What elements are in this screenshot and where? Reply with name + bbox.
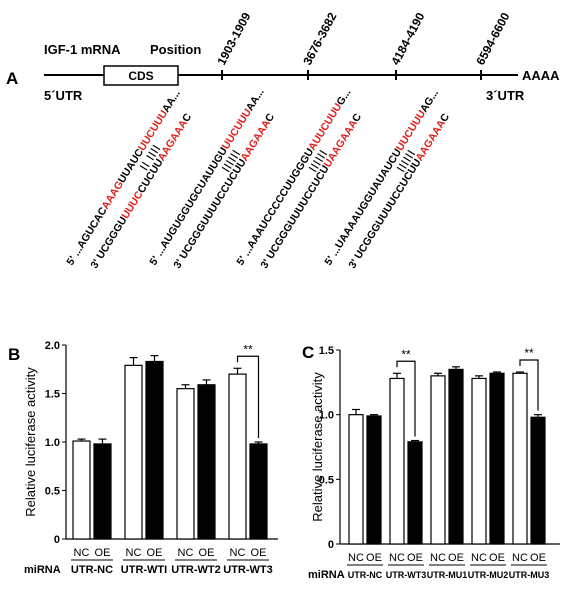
binding-pair-4: 5' ...UAAAAUGGUAUAUCUUUCUUUAG...3' UCGGG… bbox=[322, 87, 452, 271]
mirna-sequence: 3' UCGGGUUUUCCUCUUAAGAAAC bbox=[258, 111, 364, 271]
group-label: UTR-NC bbox=[71, 564, 113, 576]
group-label: UTR-NC bbox=[348, 570, 383, 580]
y-tick-label: 1.0 bbox=[45, 437, 60, 449]
sublabel: NC bbox=[178, 547, 194, 559]
bar-oe bbox=[145, 360, 164, 540]
mirna-sequence: 3' UCGGGUUUUCCUCUUAAGAAAC bbox=[88, 111, 194, 271]
cds-box bbox=[103, 65, 179, 86]
bar-nc bbox=[389, 377, 405, 545]
significance-bracket bbox=[519, 359, 539, 411]
sublabel: NC bbox=[471, 552, 487, 564]
utr3-label: 3´UTR bbox=[486, 88, 525, 103]
mirna-sequence: 3' UCGGGUUUUCCUCUUAAGAAAC bbox=[346, 111, 452, 271]
y-tick-label: 0 bbox=[328, 539, 334, 551]
bar-oe bbox=[366, 415, 382, 545]
sublabel: OE bbox=[147, 547, 163, 559]
sublabel: NC bbox=[430, 552, 446, 564]
group-label: UTR-WT3 bbox=[386, 570, 427, 580]
sublabel: NC bbox=[512, 552, 528, 564]
y-tick-label: 1.5 bbox=[45, 389, 60, 401]
y-tick-label: 1.0 bbox=[319, 410, 334, 422]
panel-label: B bbox=[8, 345, 20, 364]
panel-b-chart: B 0 0.5 1.0 1.5 2.0 Relative luciferase activi… bbox=[8, 340, 278, 576]
sublabel: OE bbox=[199, 547, 215, 559]
bar-nc bbox=[176, 388, 195, 540]
bar-oe bbox=[197, 384, 216, 540]
binding-pairs: 5' ...AGUCACAAAGUUAUCUUCUUUAA...3' UCGGG… bbox=[64, 86, 452, 271]
site-label-2: 3676-3682 bbox=[300, 10, 339, 68]
cds-label: CDS bbox=[128, 69, 153, 83]
sublabel: NC bbox=[230, 547, 246, 559]
utr5-label: 5´UTR bbox=[44, 88, 83, 103]
group-label: UTR-WTI bbox=[121, 564, 167, 576]
group-label: UTR-MU2 bbox=[468, 570, 509, 580]
bar-nc bbox=[228, 373, 247, 540]
sequence-segment: AA... bbox=[160, 88, 183, 115]
mirna-row-label: miRNA bbox=[24, 564, 61, 576]
bar-oe bbox=[407, 441, 423, 545]
significance-label: ** bbox=[401, 347, 411, 361]
bar-nc bbox=[512, 372, 528, 545]
sublabel: OE bbox=[448, 552, 464, 564]
sublabel: NC bbox=[126, 547, 142, 559]
y-tick-label: 0.5 bbox=[45, 486, 60, 498]
sublabel: NC bbox=[389, 552, 405, 564]
site-label-1: 1903-1909 bbox=[214, 10, 253, 68]
sequence-segment: AG... bbox=[418, 87, 441, 114]
bar-nc bbox=[124, 364, 143, 540]
group-label: UTR-WT2 bbox=[171, 564, 221, 576]
group-label: UTR-MU3 bbox=[509, 570, 550, 580]
site-label-4: 6594-6600 bbox=[473, 10, 512, 68]
significance-label: ** bbox=[524, 346, 534, 360]
sublabel: OE bbox=[95, 547, 111, 559]
bar-nc bbox=[471, 377, 487, 545]
group-label: UTR-MU1 bbox=[427, 570, 468, 580]
y-tick-label: 1.5 bbox=[319, 345, 334, 357]
sequence-segment: AA... bbox=[244, 86, 267, 113]
mirna-sequence: 3' UCGGGUUUUCCUCUUAAGAAAC bbox=[171, 111, 277, 271]
significance-bracket bbox=[236, 355, 260, 438]
bar-oe bbox=[489, 372, 505, 545]
y-tick-label: 0.5 bbox=[319, 474, 334, 486]
y-axis-label: Relative luciferase activity bbox=[23, 367, 38, 517]
sublabel: NC bbox=[74, 547, 90, 559]
panel-a-label: A bbox=[6, 69, 18, 88]
bar-nc bbox=[72, 440, 91, 540]
bar-nc bbox=[430, 375, 446, 545]
mrna-label: IGF-1 mRNA bbox=[44, 42, 121, 57]
polya-label: AAAA bbox=[522, 68, 560, 83]
panel-label: C bbox=[302, 343, 314, 362]
significance-bracket bbox=[396, 360, 416, 437]
bar-nc bbox=[348, 414, 364, 545]
sublabel: OE bbox=[251, 547, 267, 559]
mirna-row-label: miRNA bbox=[308, 569, 345, 581]
panel-a: A IGF-1 mRNA Position CDS 5´UTR 3´UTR AA… bbox=[6, 10, 560, 271]
bar-oe bbox=[249, 443, 268, 540]
site-labels: 1903-1909 3676-3682 4184-4190 6594-6600 bbox=[214, 10, 513, 80]
sublabel: OE bbox=[407, 552, 423, 564]
sublabel: OE bbox=[366, 552, 382, 564]
y-axis-label: Relative luciferase activity bbox=[310, 372, 325, 522]
site-label-3: 4184-4190 bbox=[388, 10, 427, 68]
position-label: Position bbox=[150, 42, 201, 57]
significance-label: ** bbox=[243, 342, 253, 356]
y-tick-label: 0 bbox=[54, 534, 60, 546]
panel-c-chart: C 0 0.5 1.0 1.5 Relative luciferase activity N… bbox=[302, 343, 560, 581]
group-label: UTR-WT3 bbox=[223, 564, 273, 576]
y-tick-label: 2.0 bbox=[45, 340, 60, 352]
sublabel: OE bbox=[530, 552, 546, 564]
sublabel: NC bbox=[348, 552, 364, 564]
bar-oe bbox=[530, 416, 546, 545]
bar-oe bbox=[448, 368, 464, 545]
bar-oe bbox=[93, 443, 112, 540]
sublabel: OE bbox=[489, 552, 505, 564]
binding-pair-3: 5' ...AAAUCCCCCUUGGGUAUUCUUUG...3' UCGGG… bbox=[234, 87, 364, 271]
